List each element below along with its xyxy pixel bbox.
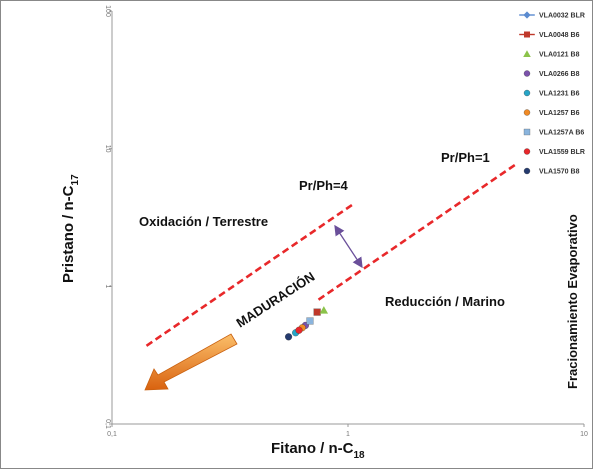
- x-tick-label: 0,1: [107, 431, 117, 438]
- data-point-vla0121-b8: [319, 306, 329, 314]
- y-axis-title: Pristano / n-C17: [60, 174, 81, 283]
- y-tick-label: 100: [104, 5, 111, 17]
- x-axis-title: Fitano / n-C18: [271, 440, 365, 461]
- legend-label: VLA1257A B6: [539, 130, 584, 137]
- x-tick-label: 1: [346, 431, 350, 438]
- legend-item: VLA1231 B6: [523, 89, 580, 98]
- maturation-direction-arrow: [144, 333, 238, 391]
- legend-label: VLA1231 B6: [539, 91, 580, 98]
- legend-item: VLA0048 B6: [519, 31, 580, 39]
- legend-item: VLA1257A B6: [523, 128, 584, 137]
- maturation-double-arrow: [334, 224, 363, 269]
- legend-label: VLA1257 B6: [539, 110, 580, 117]
- legend-label: VLA0266 B8: [539, 71, 580, 78]
- reference-line-pr-ph-4: [145, 203, 353, 347]
- right-side-label: Fracionamiento Evaporativo: [565, 214, 580, 389]
- annotation-maturation: MADURACIÓN: [233, 269, 317, 331]
- legend-label: VLA1570 B8: [539, 169, 580, 176]
- y-tick-label: 10: [104, 145, 111, 153]
- legend: VLA0032 BLR VLA0048 B6 VLA0121 B8 VLA0266 B…: [519, 11, 585, 176]
- reference-line-pr-ph-1: [317, 162, 518, 301]
- legend-item: VLA0032 BLR: [519, 11, 585, 20]
- line-label-pr-ph-1: Pr/Ph=1: [441, 150, 490, 165]
- legend-label: VLA0048 B6: [539, 32, 580, 39]
- annotation-reduction: Reducción / Marino: [385, 294, 505, 309]
- line-label-pr-ph-4: Pr/Ph=4: [299, 178, 349, 193]
- legend-item: VLA1559 BLR: [523, 148, 585, 156]
- data-point-vla1570-b8: [285, 333, 293, 341]
- y-tick-label: 0,1: [104, 419, 111, 429]
- data-point-vla1559-blr: [295, 326, 303, 334]
- legend-item: VLA1257 B6: [523, 109, 580, 117]
- legend-label: VLA0121 B8: [539, 52, 580, 59]
- legend-item: VLA0266 B8: [523, 70, 580, 78]
- legend-label: VLA1559 BLR: [539, 149, 585, 156]
- legend-item: VLA1570 B8: [523, 167, 580, 176]
- data-point-vla1257a-b6: [306, 317, 314, 325]
- annotation-oxidation: Oxidación / Terrestre: [139, 214, 268, 229]
- data-point-vla0048-b6: [313, 308, 321, 316]
- x-tick-label: 10: [580, 431, 588, 438]
- legend-label: VLA0032 BLR: [539, 13, 585, 20]
- y-tick-label: 1: [104, 284, 111, 288]
- legend-item: VLA0121 B8: [523, 50, 580, 59]
